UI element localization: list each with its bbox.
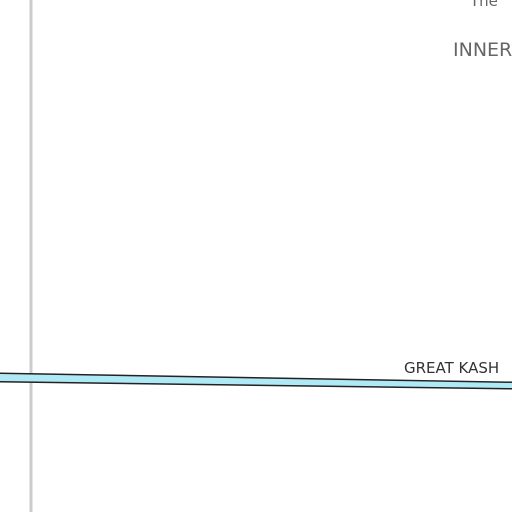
- map-label-area-name: INNER: [453, 39, 512, 61]
- road-fill: [0, 374, 512, 388]
- map-label-road-name: GREAT KASH: [404, 359, 500, 377]
- map-label-top-partial: The: [470, 0, 498, 10]
- road-great-kash[interactable]: [0, 372, 512, 390]
